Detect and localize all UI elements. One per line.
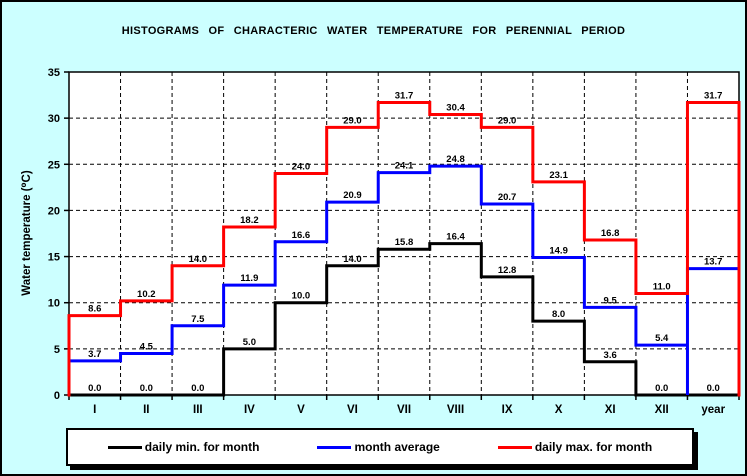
svg-text:V: V	[297, 404, 305, 416]
legend: daily min. for month month average daily…	[66, 428, 694, 466]
legend-item-daily-min: daily min. for month	[107, 440, 260, 454]
svg-text:20.9: 20.9	[343, 190, 362, 201]
svg-text:31.7: 31.7	[395, 90, 414, 101]
legend-label-month-average: month average	[354, 440, 440, 454]
legend-label-daily-max: daily max. for month	[534, 440, 653, 454]
svg-text:29.0: 29.0	[498, 115, 517, 126]
svg-text:16.8: 16.8	[601, 228, 620, 239]
svg-text:24.1: 24.1	[395, 161, 414, 172]
svg-text:24.0: 24.0	[292, 162, 311, 173]
daily-max-line-swatch-icon	[497, 445, 532, 449]
svg-text:VI: VI	[347, 404, 358, 416]
legend-item-month-average: month average	[317, 440, 440, 454]
svg-text:14.0: 14.0	[343, 254, 362, 265]
svg-text:20: 20	[48, 205, 60, 217]
svg-text:5.4: 5.4	[655, 333, 669, 344]
svg-text:I: I	[93, 404, 96, 416]
svg-text:0.0: 0.0	[88, 383, 101, 394]
svg-text:24.8: 24.8	[446, 154, 465, 165]
legend-item-daily-max: daily max. for month	[497, 440, 653, 454]
svg-text:XII: XII	[655, 404, 669, 416]
svg-text:IX: IX	[502, 404, 513, 416]
svg-text:20.7: 20.7	[498, 192, 517, 203]
svg-text:IV: IV	[244, 404, 255, 416]
svg-text:16.4: 16.4	[446, 232, 465, 243]
svg-text:30.4: 30.4	[446, 102, 465, 113]
svg-text:0.0: 0.0	[655, 383, 668, 394]
svg-text:15.8: 15.8	[395, 237, 414, 248]
svg-text:31.7: 31.7	[704, 90, 723, 101]
svg-text:11.0: 11.0	[653, 281, 671, 292]
svg-text:30: 30	[48, 113, 60, 125]
svg-text:8.6: 8.6	[88, 304, 101, 315]
svg-text:9.5: 9.5	[604, 295, 618, 306]
svg-text:0.0: 0.0	[191, 383, 204, 394]
svg-text:3.6: 3.6	[604, 350, 617, 361]
svg-text:VIII: VIII	[447, 404, 464, 416]
svg-text:8.0: 8.0	[552, 309, 565, 320]
svg-text:10: 10	[48, 298, 60, 310]
svg-text:10.0: 10.0	[292, 291, 311, 302]
month-average-line-swatch-icon	[317, 445, 352, 449]
svg-text:VII: VII	[397, 404, 411, 416]
svg-text:12.8: 12.8	[498, 265, 517, 276]
daily-min-line-swatch-icon	[107, 445, 142, 449]
svg-text:13.7: 13.7	[704, 257, 723, 268]
svg-text:0.0: 0.0	[707, 383, 720, 394]
svg-text:11.9: 11.9	[240, 273, 258, 284]
svg-text:29.0: 29.0	[343, 115, 362, 126]
svg-text:3.7: 3.7	[88, 349, 101, 360]
svg-text:III: III	[193, 404, 203, 416]
legend-label-daily-min: daily min. for month	[144, 440, 260, 454]
svg-text:14.0: 14.0	[189, 254, 208, 265]
svg-text:35: 35	[48, 67, 60, 79]
svg-text:25: 25	[48, 159, 60, 171]
svg-text:7.5: 7.5	[191, 314, 205, 325]
svg-text:23.1: 23.1	[549, 170, 568, 181]
svg-text:5.0: 5.0	[243, 337, 256, 348]
svg-text:5: 5	[54, 344, 60, 356]
svg-text:18.2: 18.2	[240, 215, 259, 226]
svg-text:4.5: 4.5	[140, 341, 154, 352]
svg-text:0: 0	[54, 390, 60, 402]
svg-text:14.9: 14.9	[549, 245, 568, 256]
chart-title: HISTOGRAMS OF CHARACTERIC WATER TEMPERAT…	[121, 25, 626, 37]
svg-text:10.2: 10.2	[137, 289, 156, 300]
svg-text:X: X	[555, 404, 563, 416]
svg-text:15: 15	[48, 252, 60, 264]
svg-text:16.6: 16.6	[292, 230, 311, 241]
svg-text:XI: XI	[605, 404, 616, 416]
svg-text:II: II	[143, 404, 149, 416]
svg-text:0.0: 0.0	[140, 383, 153, 394]
svg-text:year: year	[701, 404, 725, 416]
